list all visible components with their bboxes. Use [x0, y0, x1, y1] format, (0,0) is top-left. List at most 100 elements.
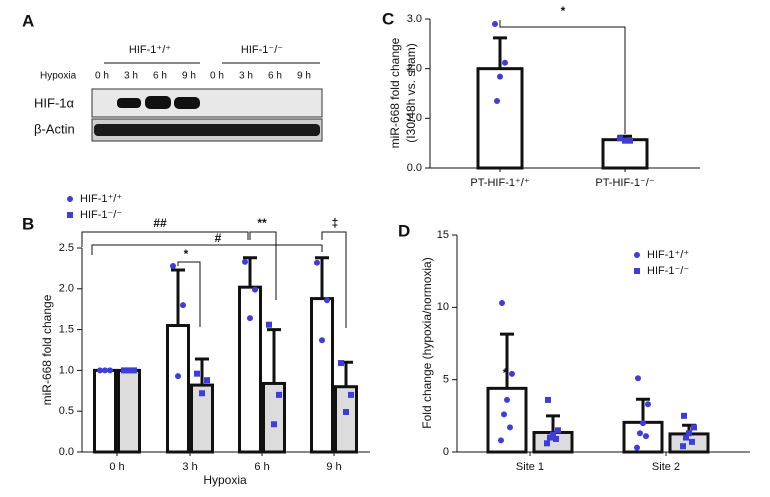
x-tick-label: 9 h [326, 461, 341, 473]
data-point [509, 370, 515, 377]
data-point [645, 401, 651, 408]
y-tick-label: 0 [443, 446, 449, 458]
lane-label: 9 h [182, 71, 196, 82]
data-point [502, 59, 508, 66]
x-axis-label: Hypoxia [203, 473, 247, 487]
data-point [683, 434, 689, 441]
data-point [555, 427, 561, 434]
data-point [276, 391, 282, 398]
data-point [107, 367, 113, 374]
data-point [102, 367, 108, 374]
data-point [67, 212, 73, 218]
data-point [324, 297, 330, 304]
lane-label: 9 h [297, 71, 311, 82]
error-bar [243, 256, 257, 288]
y-tick-label: 5 [443, 374, 449, 386]
bracket [81, 231, 249, 247]
bracket [321, 231, 347, 328]
bar [476, 67, 524, 170]
bracket [177, 261, 201, 327]
annotation: # [215, 231, 222, 245]
error-bar [546, 414, 560, 433]
panel-label: C [382, 9, 394, 28]
bracket [499, 20, 626, 134]
lane-label: 6 h [153, 71, 167, 82]
data-point [643, 433, 649, 440]
data-point [247, 315, 253, 322]
x-tick-label: 3 h [182, 461, 197, 473]
error-bar [636, 397, 650, 423]
band [117, 98, 141, 108]
data-point [170, 262, 176, 269]
data-point [681, 412, 687, 419]
lane-label: 0 h [210, 71, 224, 82]
data-point [494, 97, 500, 104]
lane-label: 3 h [124, 71, 138, 82]
data-point [194, 370, 200, 377]
data-point [498, 437, 504, 444]
data-point [627, 137, 633, 144]
data-point [180, 302, 186, 309]
data-point [504, 396, 510, 403]
annotation: * [561, 4, 566, 18]
error-bar [493, 36, 507, 69]
y-tick-label: 0.5 [59, 405, 74, 417]
y-tick-label: 1.0 [59, 364, 74, 376]
data-point [121, 367, 127, 374]
data-point [499, 299, 505, 306]
legend-label: HIF-1⁻/⁻ [647, 265, 689, 277]
data-point [617, 135, 623, 142]
error-bar [500, 332, 514, 389]
y-tick-label: 1.5 [59, 324, 74, 336]
row-label: β-Actin [34, 121, 75, 136]
y-tick-label: 3.0 [407, 13, 422, 25]
group-label: HIF-1⁺/⁺ [129, 44, 171, 56]
data-point [637, 430, 643, 437]
y-tick-label: 10 [437, 301, 449, 313]
x-tick-label: PT-HIF-1⁻/⁻ [595, 177, 654, 189]
y-tick-label: 2.0 [407, 63, 422, 75]
data-point [634, 252, 640, 258]
data-point [635, 375, 641, 382]
data-point [497, 73, 503, 80]
annotation: ‡ [332, 216, 339, 230]
error-bar [171, 268, 185, 326]
row-label: HIF-1α [34, 95, 75, 110]
band [145, 96, 171, 109]
bar [117, 368, 141, 454]
y-tick-label: 0.0 [59, 446, 74, 458]
bar [622, 420, 664, 454]
data-point [622, 137, 628, 144]
data-point [686, 430, 692, 437]
bar [601, 138, 649, 170]
x-tick-label: 6 h [254, 461, 269, 473]
y-axis-label: Fold change (hypoxia/normoxia) [420, 257, 434, 428]
data-point [553, 435, 559, 442]
data-point [689, 438, 695, 445]
bar [93, 368, 117, 454]
data-point [492, 20, 498, 27]
bar [166, 324, 190, 454]
bracket [249, 231, 277, 300]
y-tick-label: 2.5 [59, 242, 74, 254]
panel-label: A [22, 11, 34, 30]
data-point [319, 337, 325, 344]
y-tick-label: 2.0 [59, 283, 74, 295]
data-point [314, 259, 320, 266]
annotation: ** [257, 216, 267, 230]
data-point [680, 443, 686, 450]
lane-label: 0 h [95, 71, 109, 82]
lane-label: 6 h [268, 71, 282, 82]
data-point [545, 396, 551, 403]
data-point [271, 421, 277, 428]
annotation: * [184, 247, 189, 261]
x-tick-label: PT-HIF-1⁺/⁺ [470, 177, 529, 189]
data-point [634, 268, 640, 274]
error-bar [315, 256, 329, 299]
data-point [175, 373, 181, 380]
error-bar [195, 357, 209, 386]
data-point [266, 321, 272, 328]
data-point [640, 420, 646, 427]
data-point [131, 367, 137, 374]
